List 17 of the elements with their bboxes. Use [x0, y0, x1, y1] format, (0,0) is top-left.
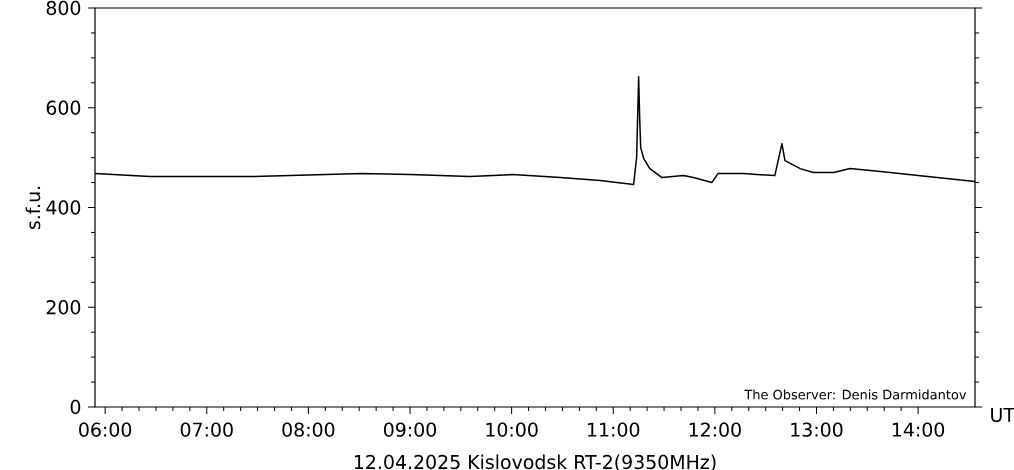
y-tick-label: 400 — [46, 200, 81, 215]
x-tick-label: 10:00 — [486, 422, 538, 437]
x-tick-label: 13:00 — [791, 422, 843, 437]
x-tick-label: 12:00 — [689, 422, 741, 437]
x-tick-label: 08:00 — [282, 422, 335, 437]
x-tick-label: 06:00 — [79, 422, 132, 437]
y-tick-label: 200 — [46, 300, 81, 315]
y-tick-label: 800 — [46, 0, 81, 16]
x-tick-label: 11:00 — [588, 422, 640, 437]
y-axis-title: s.f.u. — [25, 186, 41, 230]
y-tick-label: 600 — [46, 100, 81, 115]
x-tick-label: 14:00 — [892, 422, 945, 437]
y-tick-label: 0 — [70, 399, 81, 415]
text: UT — [991, 407, 1014, 423]
annotation: The Observer: Denis Darmidantov — [744, 389, 967, 400]
x-tick-label: 09:00 — [383, 422, 437, 437]
x-tick-label: 07:00 — [180, 422, 233, 437]
